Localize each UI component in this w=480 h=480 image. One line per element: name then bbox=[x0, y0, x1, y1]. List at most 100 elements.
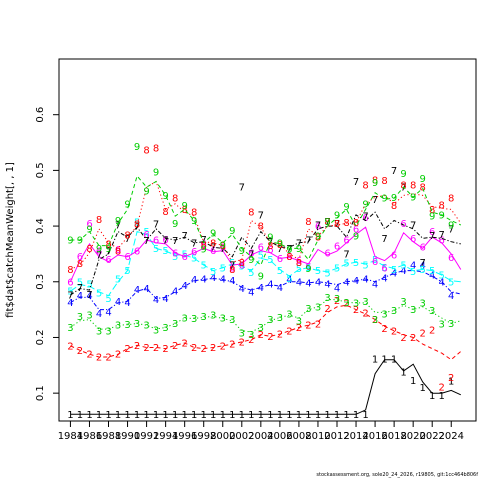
series-3-point: 3 bbox=[77, 312, 83, 323]
series-9-point: 9 bbox=[201, 244, 207, 255]
series-6-point: 6 bbox=[305, 262, 311, 273]
series-7-point: 7 bbox=[286, 244, 292, 255]
series-3-point: 3 bbox=[143, 321, 149, 332]
series-1-point: 1 bbox=[448, 376, 454, 387]
x-tick-label: 1996 bbox=[172, 431, 197, 442]
series-8-point: 8 bbox=[210, 238, 216, 249]
series-3: 33 33 33 3 3 3 3 3 3 3 3 3 3 3 33 333 3 333 33 3 3 3 33 3 333333… bbox=[67, 293, 461, 341]
series-4-point: 4 bbox=[305, 278, 311, 289]
series-7-point: 7 bbox=[362, 212, 368, 223]
series-4-point: 4 bbox=[439, 277, 445, 288]
series-6-point: 6 bbox=[115, 245, 121, 256]
series-1-point: 1 bbox=[210, 410, 216, 421]
series-4-point: 4 bbox=[343, 277, 349, 288]
series-8-point: 8 bbox=[439, 200, 445, 211]
series-7-point: 7 bbox=[67, 291, 73, 302]
series-9-point: 9 bbox=[258, 272, 264, 283]
series-3-point: 3 bbox=[410, 305, 416, 316]
series-3-point: 3 bbox=[258, 323, 264, 334]
series-7-point: 7 bbox=[220, 244, 226, 255]
series-2-point: 2 bbox=[201, 344, 207, 355]
series-6-point: 6 bbox=[210, 246, 216, 257]
series-7-point: 7 bbox=[239, 183, 245, 194]
series-6-point: 6 bbox=[124, 252, 130, 263]
series-2-point: 2 bbox=[448, 373, 454, 384]
series-3-point: 3 bbox=[334, 294, 340, 305]
series-9-point: 9 bbox=[182, 201, 188, 212]
series-7-point: 7 bbox=[143, 236, 149, 247]
series-9-point: 9 bbox=[134, 142, 140, 153]
series-7-point: 7 bbox=[324, 217, 330, 228]
series-9-point: 9 bbox=[296, 244, 302, 255]
series-8-point: 8 bbox=[124, 231, 130, 242]
series-4-point: 4 bbox=[210, 273, 216, 284]
series-6-point: 6 bbox=[239, 261, 245, 272]
series-8-point: 8 bbox=[220, 241, 226, 252]
series-8-point: 8 bbox=[77, 259, 83, 270]
series-7-point: 7 bbox=[96, 251, 102, 262]
y-tick-label: 0.1 bbox=[35, 385, 46, 401]
series-3-point: 3 bbox=[420, 298, 426, 309]
series-7-point: 7 bbox=[162, 236, 168, 247]
series-2-point: 2 bbox=[258, 330, 264, 341]
series-8-point: 8 bbox=[305, 217, 311, 228]
series-1-point: 1 bbox=[172, 410, 178, 421]
series-2-fit-line bbox=[70, 304, 462, 361]
series-6-fit-line bbox=[69, 226, 462, 283]
series-7-point: 7 bbox=[115, 221, 121, 232]
series-4-point: 4 bbox=[201, 275, 207, 286]
series-6-point: 6 bbox=[448, 253, 454, 264]
series-2-point: 2 bbox=[277, 330, 283, 341]
series-6-point: 6 bbox=[372, 257, 378, 268]
series-4-point: 4 bbox=[381, 273, 387, 284]
series-8-point: 8 bbox=[429, 205, 435, 216]
series-4-point: 4 bbox=[143, 284, 149, 295]
series-2-point: 2 bbox=[296, 323, 302, 334]
series-7-point: 7 bbox=[296, 238, 302, 249]
series-4-point: 4 bbox=[239, 284, 245, 295]
footer-text: stockassessment.org, sole20_24_2026, r19… bbox=[316, 472, 478, 478]
series-3-point: 3 bbox=[86, 311, 92, 322]
series-1-point: 1 bbox=[229, 410, 235, 421]
series-9-point: 9 bbox=[305, 264, 311, 275]
series-1-point: 1 bbox=[381, 355, 387, 366]
series-7-point: 7 bbox=[134, 222, 140, 233]
series-4-point: 4 bbox=[229, 276, 235, 287]
series-1-point: 1 bbox=[400, 368, 406, 379]
series-9-point: 9 bbox=[210, 228, 216, 239]
series-1-point: 1 bbox=[201, 410, 207, 421]
y-tick-label: 0.4 bbox=[35, 218, 46, 234]
x-tick-label: 1984 bbox=[58, 431, 83, 442]
series-6-point: 6 bbox=[267, 245, 273, 256]
series-2-point: 2 bbox=[286, 326, 292, 337]
series-6-point: 6 bbox=[353, 224, 359, 235]
series-1-fit-line bbox=[70, 359, 462, 415]
series-5-point: 5 bbox=[353, 258, 359, 269]
series-4-point: 4 bbox=[267, 280, 273, 291]
series-5-point: 5 bbox=[191, 253, 197, 264]
series-3-point: 3 bbox=[448, 319, 454, 330]
series-6-point: 6 bbox=[410, 234, 416, 245]
series-6-point: 6 bbox=[343, 236, 349, 247]
series-4-fit-line bbox=[70, 270, 461, 311]
series-3-point: 3 bbox=[429, 306, 435, 317]
series-3-point: 3 bbox=[162, 323, 168, 334]
series-1-point: 1 bbox=[343, 410, 349, 421]
series-8-point: 8 bbox=[334, 219, 340, 230]
series-1-point: 1 bbox=[67, 410, 73, 421]
series-1-point: 1 bbox=[143, 410, 149, 421]
series-8-point: 8 bbox=[343, 218, 349, 229]
series-6-point: 6 bbox=[420, 243, 426, 254]
series-4-point: 4 bbox=[182, 281, 188, 292]
series-2-point: 2 bbox=[210, 343, 216, 354]
series-5-point: 5 bbox=[448, 277, 454, 288]
series-2-point: 2 bbox=[391, 326, 397, 337]
series-9-point: 9 bbox=[439, 210, 445, 221]
series-5-point: 5 bbox=[334, 263, 340, 274]
series-3-point: 3 bbox=[115, 321, 121, 332]
series-2-point: 2 bbox=[191, 343, 197, 354]
series-1-point: 1 bbox=[96, 410, 102, 421]
series-6-point: 6 bbox=[324, 248, 330, 259]
series-4-point: 4 bbox=[162, 294, 168, 305]
series-8-point: 8 bbox=[229, 265, 235, 276]
